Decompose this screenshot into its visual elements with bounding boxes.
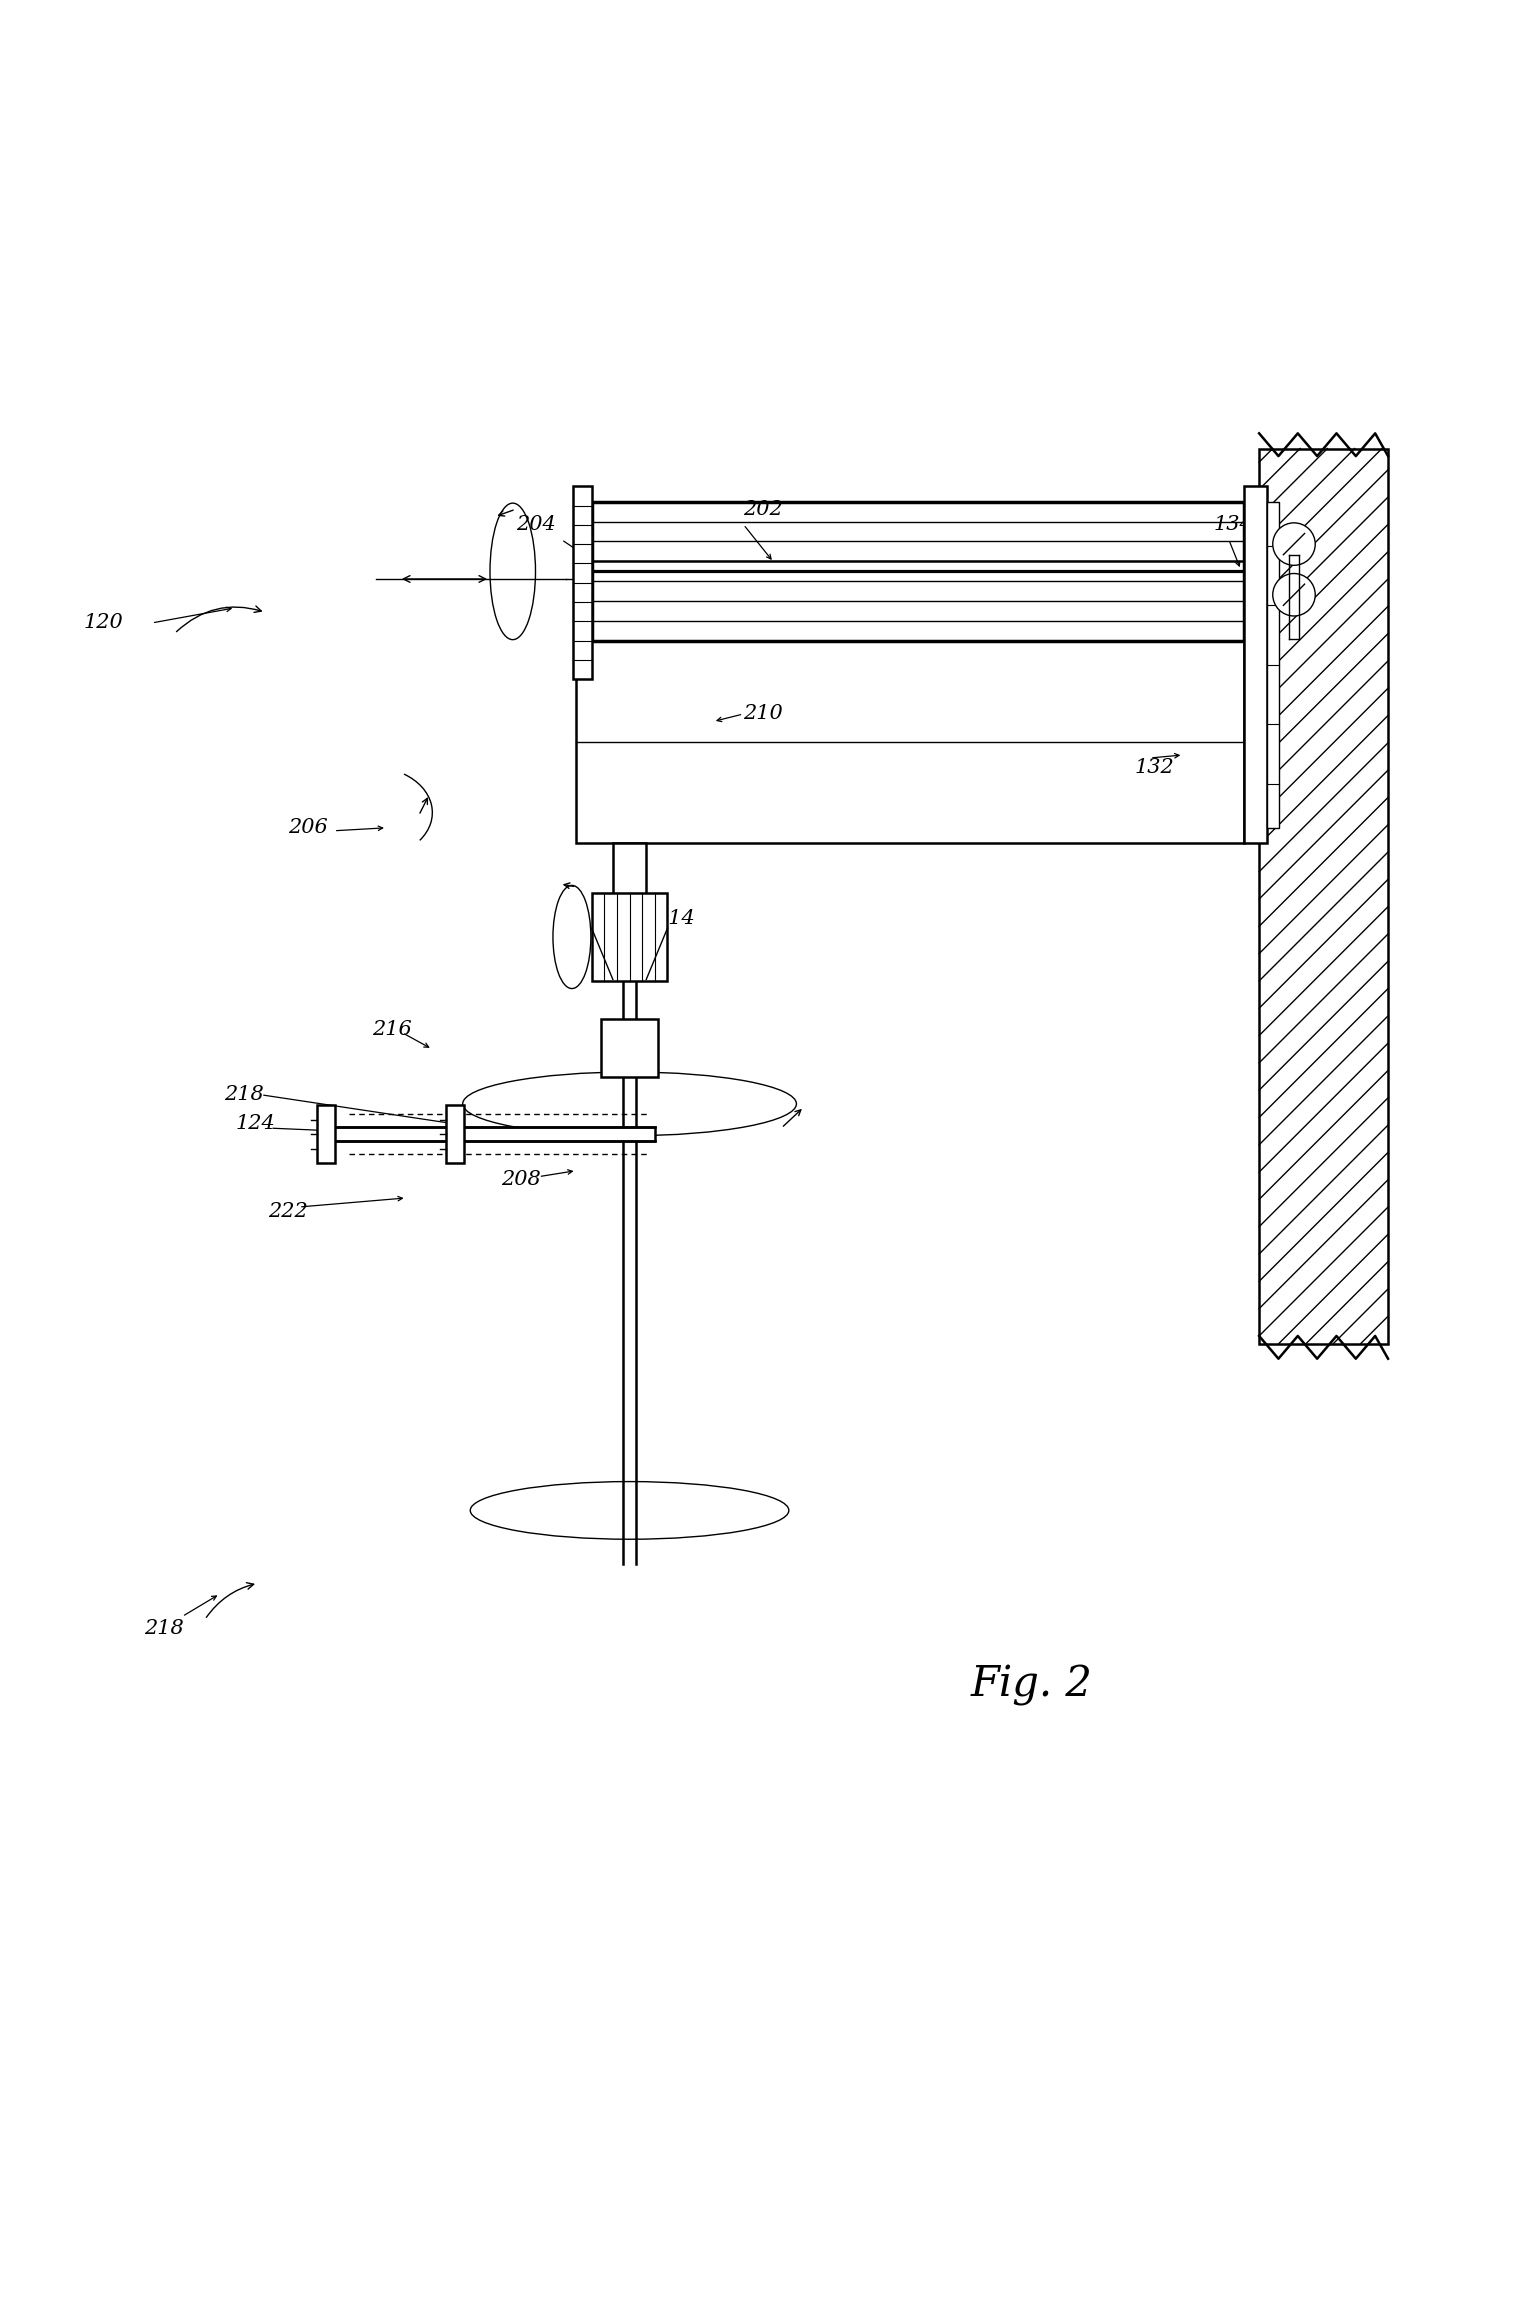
- Text: 208: 208: [501, 1171, 540, 1189]
- Text: 212: 212: [592, 952, 631, 971]
- Bar: [317, 1106, 335, 1164]
- Bar: [613, 843, 646, 971]
- Text: 214: 214: [655, 908, 695, 929]
- Polygon shape: [1259, 448, 1388, 1343]
- Text: 222: 222: [269, 1201, 308, 1222]
- Text: 124: 124: [235, 1115, 275, 1134]
- Text: 202: 202: [743, 499, 783, 518]
- Text: 120: 120: [83, 613, 123, 632]
- Circle shape: [1273, 523, 1315, 564]
- Bar: [326, 1127, 655, 1141]
- Bar: [576, 641, 1244, 843]
- Text: 216: 216: [372, 1020, 411, 1038]
- Bar: [592, 892, 667, 980]
- Text: 132: 132: [1135, 757, 1174, 776]
- Text: 210: 210: [743, 704, 783, 722]
- Bar: [601, 1020, 658, 1076]
- Text: 206: 206: [288, 818, 328, 836]
- Text: Fig. 2: Fig. 2: [971, 1663, 1092, 1705]
- Text: 204: 204: [516, 516, 555, 534]
- Bar: [1267, 502, 1279, 827]
- Bar: [592, 502, 1244, 641]
- Bar: [573, 486, 592, 678]
- Bar: [446, 1106, 464, 1164]
- Text: 134: 134: [1214, 516, 1253, 534]
- Bar: [1244, 486, 1267, 843]
- Text: 218: 218: [225, 1085, 264, 1103]
- Text: 218: 218: [144, 1619, 184, 1638]
- Circle shape: [1273, 574, 1315, 616]
